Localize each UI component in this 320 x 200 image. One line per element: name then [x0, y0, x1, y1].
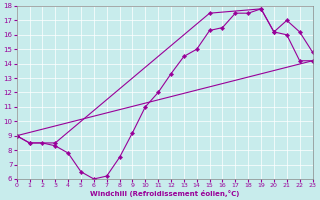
X-axis label: Windchill (Refroidissement éolien,°C): Windchill (Refroidissement éolien,°C) [90, 190, 239, 197]
